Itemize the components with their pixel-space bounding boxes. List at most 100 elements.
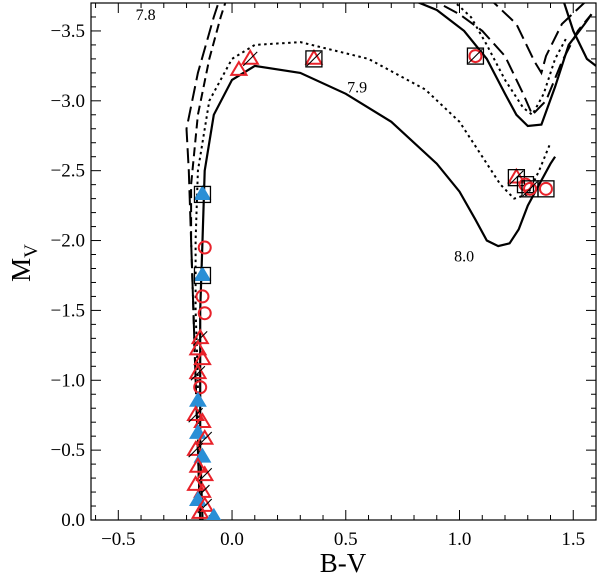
star-point xyxy=(195,465,215,483)
triangle-marker xyxy=(186,405,205,422)
slash-marker xyxy=(197,498,213,514)
plot-frame xyxy=(90,2,597,521)
circle-marker xyxy=(197,240,212,255)
slash-marker xyxy=(192,330,208,346)
slash-marker xyxy=(306,51,322,67)
triangle-marker xyxy=(186,475,205,491)
triangle-marker xyxy=(193,184,212,200)
x-tick-label: 1.5 xyxy=(561,529,585,550)
star-point xyxy=(206,507,222,520)
star-point xyxy=(537,180,555,198)
x-tick-label: −0.5 xyxy=(101,529,135,550)
triangle-marker xyxy=(304,48,324,65)
triangle-marker xyxy=(206,507,222,520)
axis-ticks: −0.5 0.0 0.5 1.0 1.5 −3.5 −3.0 −2.5 −2.0 −1.5 −1.0… xyxy=(51,2,597,550)
triangle-marker xyxy=(195,428,215,445)
triangle-marker xyxy=(190,328,210,345)
slash-marker xyxy=(468,48,483,64)
star-point xyxy=(193,184,212,204)
star-point xyxy=(193,266,212,285)
star-point xyxy=(188,339,208,356)
y-tick-label: −1.0 xyxy=(51,370,85,391)
triangle-marker xyxy=(229,60,249,76)
circle-marker xyxy=(518,177,533,192)
star-point xyxy=(195,428,215,447)
y-tick-label: −3.5 xyxy=(51,21,85,42)
star-point xyxy=(240,48,260,67)
star-markers xyxy=(186,47,555,520)
star-point xyxy=(229,60,249,76)
isochrone-label: 7.8 xyxy=(136,7,156,24)
isochrone-8.0-top2 xyxy=(563,3,596,67)
triangle-marker xyxy=(193,266,212,282)
slash-marker xyxy=(522,181,538,197)
box-marker xyxy=(193,185,212,204)
circle-marker xyxy=(468,49,483,64)
triangle-marker xyxy=(240,48,260,65)
slash-marker xyxy=(508,170,524,186)
x-axis-title: B-V xyxy=(320,548,367,578)
triangle-marker xyxy=(188,363,208,380)
y-tick-label: −1.5 xyxy=(51,300,85,321)
y-tick-label: −2.0 xyxy=(51,231,85,252)
svg-text:MV: MV xyxy=(6,244,42,282)
star-point xyxy=(195,289,210,304)
y-tick-label: −3.0 xyxy=(51,91,85,112)
x-tick-label: 1.0 xyxy=(448,529,472,550)
y-axis-title-sub: V xyxy=(21,244,42,258)
isochrone-curves xyxy=(185,3,596,520)
y-tick-label: 0.0 xyxy=(61,510,85,531)
circle-marker xyxy=(523,181,538,196)
slash-marker xyxy=(197,431,213,447)
isochrone-8.0 xyxy=(199,64,557,520)
triangle-marker xyxy=(188,456,208,473)
triangle-marker xyxy=(195,465,215,482)
slash-marker xyxy=(190,365,206,381)
star-point xyxy=(466,47,485,65)
isochrone-7.9 xyxy=(194,41,552,520)
y-axis-title-main: M xyxy=(6,258,36,282)
triangle-marker xyxy=(190,503,210,519)
circle-marker xyxy=(193,380,208,395)
y-axis-title: MV xyxy=(6,244,42,282)
circle-marker xyxy=(195,289,210,304)
box-marker xyxy=(507,169,526,187)
triangle-marker xyxy=(193,349,212,366)
isochrone-label: 7.9 xyxy=(347,79,367,96)
slash-marker xyxy=(242,51,258,67)
star-point xyxy=(188,363,208,381)
isochrone-labels: 7.8 7.9 8.0 xyxy=(136,7,474,266)
x-tick-label: 0.0 xyxy=(220,529,244,550)
box-marker xyxy=(466,47,485,65)
triangle-marker xyxy=(188,391,207,407)
box-marker xyxy=(305,50,323,68)
slash-marker xyxy=(188,442,204,458)
star-point xyxy=(190,503,210,519)
triangle-marker xyxy=(186,440,205,456)
y-tick-label: −0.5 xyxy=(51,440,85,461)
x-tick-label: 0.5 xyxy=(334,529,358,550)
isochrone-7.85 xyxy=(190,3,227,520)
star-point xyxy=(193,380,208,395)
y-tick-label: −2.5 xyxy=(51,161,85,182)
triangle-marker xyxy=(193,412,212,428)
slash-marker xyxy=(188,407,204,423)
triangle-marker xyxy=(188,339,208,356)
triangle-marker xyxy=(193,482,212,498)
star-point xyxy=(186,440,205,458)
star-point xyxy=(186,405,205,423)
star-point xyxy=(197,240,212,255)
box-marker xyxy=(537,180,555,198)
star-point xyxy=(188,456,208,473)
isochrone-label: 8.0 xyxy=(454,249,474,266)
isochrone-8.0-top xyxy=(416,3,593,128)
star-point xyxy=(304,48,324,68)
star-point xyxy=(186,475,205,491)
circle-marker xyxy=(538,181,553,196)
star-point xyxy=(188,391,207,407)
star-point xyxy=(190,328,210,346)
slash-marker xyxy=(197,467,213,483)
star-point xyxy=(197,306,212,321)
box-marker xyxy=(193,266,212,285)
